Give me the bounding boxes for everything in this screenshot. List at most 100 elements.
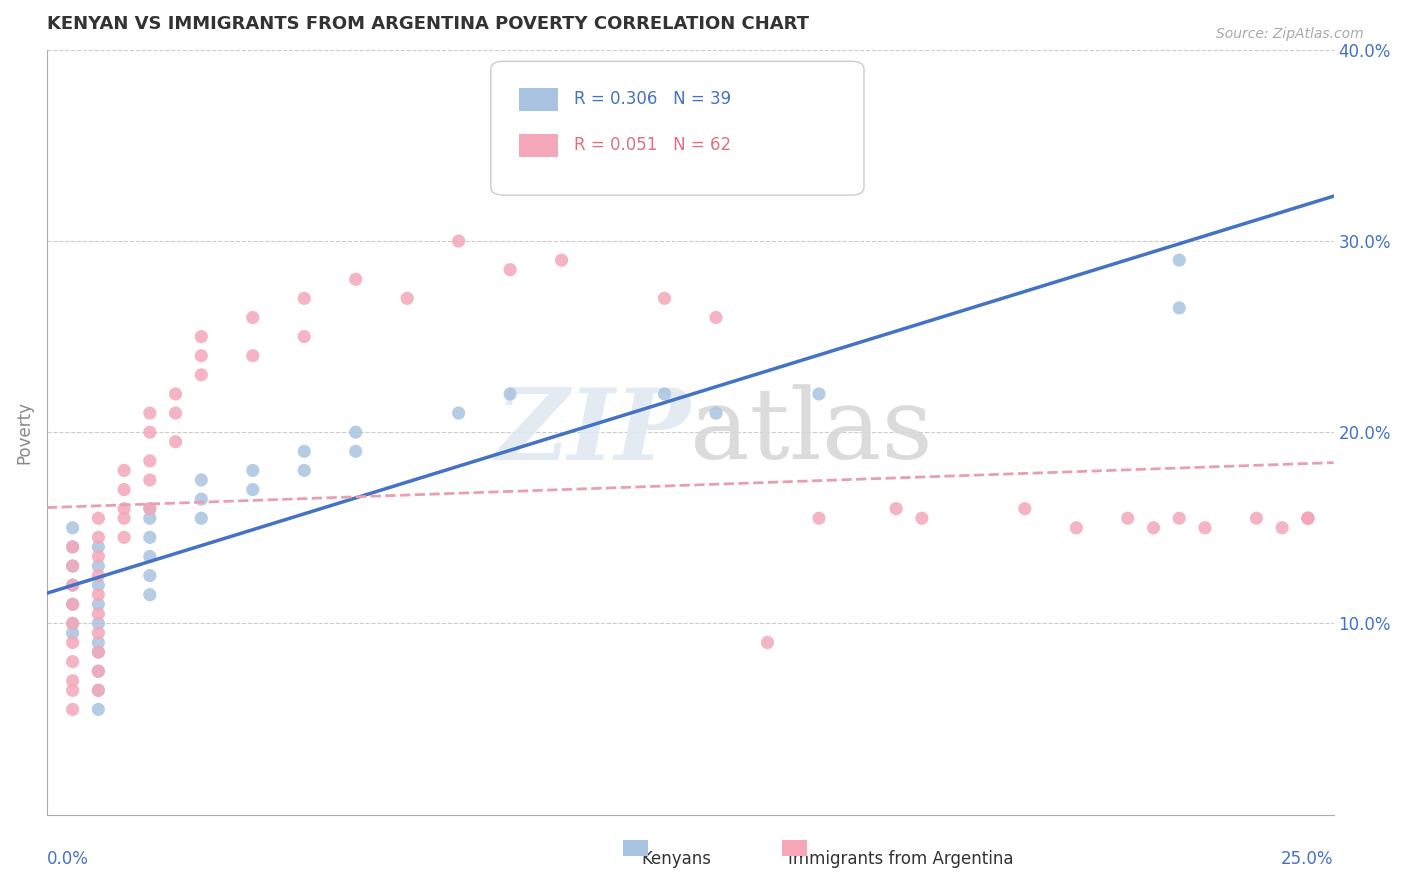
Point [62, 683, 84, 698]
Point [62, 559, 84, 574]
Point [911, 511, 934, 525]
Point [1296, 511, 1319, 525]
Point [87, 702, 110, 716]
Text: atlas: atlas [690, 384, 934, 480]
Point [344, 425, 367, 440]
Point [112, 511, 135, 525]
Point [1296, 511, 1319, 525]
Point [139, 425, 162, 440]
Point [62, 521, 84, 535]
Text: ZIP: ZIP [495, 384, 690, 481]
Text: Source: ZipAtlas.com: Source: ZipAtlas.com [1216, 27, 1364, 41]
Point [190, 511, 212, 525]
Point [87, 559, 110, 574]
Point [87, 683, 110, 698]
Point [87, 578, 110, 592]
Point [292, 463, 315, 477]
Point [62, 626, 84, 640]
Point [139, 511, 162, 525]
Point [704, 406, 727, 420]
Point [1168, 253, 1191, 268]
Point [1194, 521, 1216, 535]
Point [112, 483, 135, 497]
Point [165, 434, 187, 449]
Point [1271, 521, 1294, 535]
Point [87, 597, 110, 611]
Point [447, 234, 470, 248]
Point [139, 588, 162, 602]
Point [242, 463, 264, 477]
Point [654, 387, 676, 401]
Point [396, 291, 419, 305]
Point [62, 635, 84, 649]
Point [87, 645, 110, 659]
Point [139, 501, 162, 516]
Point [499, 262, 522, 277]
Bar [519, 88, 558, 111]
Bar [519, 134, 558, 157]
Point [884, 501, 907, 516]
Point [1064, 521, 1087, 535]
Text: 0.0%: 0.0% [46, 850, 89, 868]
Point [62, 540, 84, 554]
Point [87, 626, 110, 640]
Point [1014, 501, 1036, 516]
Point [87, 645, 110, 659]
Point [242, 349, 264, 363]
Point [190, 473, 212, 487]
Point [1246, 511, 1268, 525]
Point [1296, 511, 1319, 525]
Point [87, 588, 110, 602]
Point [62, 540, 84, 554]
Point [139, 530, 162, 544]
Point [165, 387, 187, 401]
Point [62, 673, 84, 688]
Point [344, 444, 367, 458]
Text: 25.0%: 25.0% [1281, 850, 1334, 868]
Point [654, 291, 676, 305]
Text: R = 0.051   N = 62: R = 0.051 N = 62 [575, 136, 731, 153]
Point [62, 655, 84, 669]
Point [807, 387, 830, 401]
Point [87, 664, 110, 678]
Text: Immigrants from Argentina: Immigrants from Argentina [789, 850, 1014, 868]
Point [292, 444, 315, 458]
Point [807, 511, 830, 525]
Point [139, 501, 162, 516]
Point [190, 349, 212, 363]
Point [756, 635, 779, 649]
Point [87, 683, 110, 698]
Point [1142, 521, 1164, 535]
Point [139, 568, 162, 582]
Point [292, 291, 315, 305]
Point [87, 568, 110, 582]
Point [62, 597, 84, 611]
Point [87, 664, 110, 678]
Point [1168, 511, 1191, 525]
Point [62, 597, 84, 611]
Point [87, 549, 110, 564]
Point [87, 607, 110, 621]
Point [87, 616, 110, 631]
Point [62, 578, 84, 592]
Point [165, 406, 187, 420]
Text: Kenyans: Kenyans [641, 850, 711, 868]
Text: R = 0.306   N = 39: R = 0.306 N = 39 [575, 90, 731, 108]
Point [139, 549, 162, 564]
Point [139, 406, 162, 420]
Y-axis label: Poverty: Poverty [15, 401, 32, 464]
Point [190, 329, 212, 343]
Point [87, 511, 110, 525]
Point [1168, 301, 1191, 315]
Point [112, 501, 135, 516]
Point [87, 530, 110, 544]
Point [499, 387, 522, 401]
Point [112, 463, 135, 477]
Point [292, 329, 315, 343]
Point [112, 530, 135, 544]
Point [190, 492, 212, 507]
Point [550, 253, 572, 268]
Point [87, 540, 110, 554]
Text: KENYAN VS IMMIGRANTS FROM ARGENTINA POVERTY CORRELATION CHART: KENYAN VS IMMIGRANTS FROM ARGENTINA POVE… [46, 15, 808, 33]
Point [447, 406, 470, 420]
